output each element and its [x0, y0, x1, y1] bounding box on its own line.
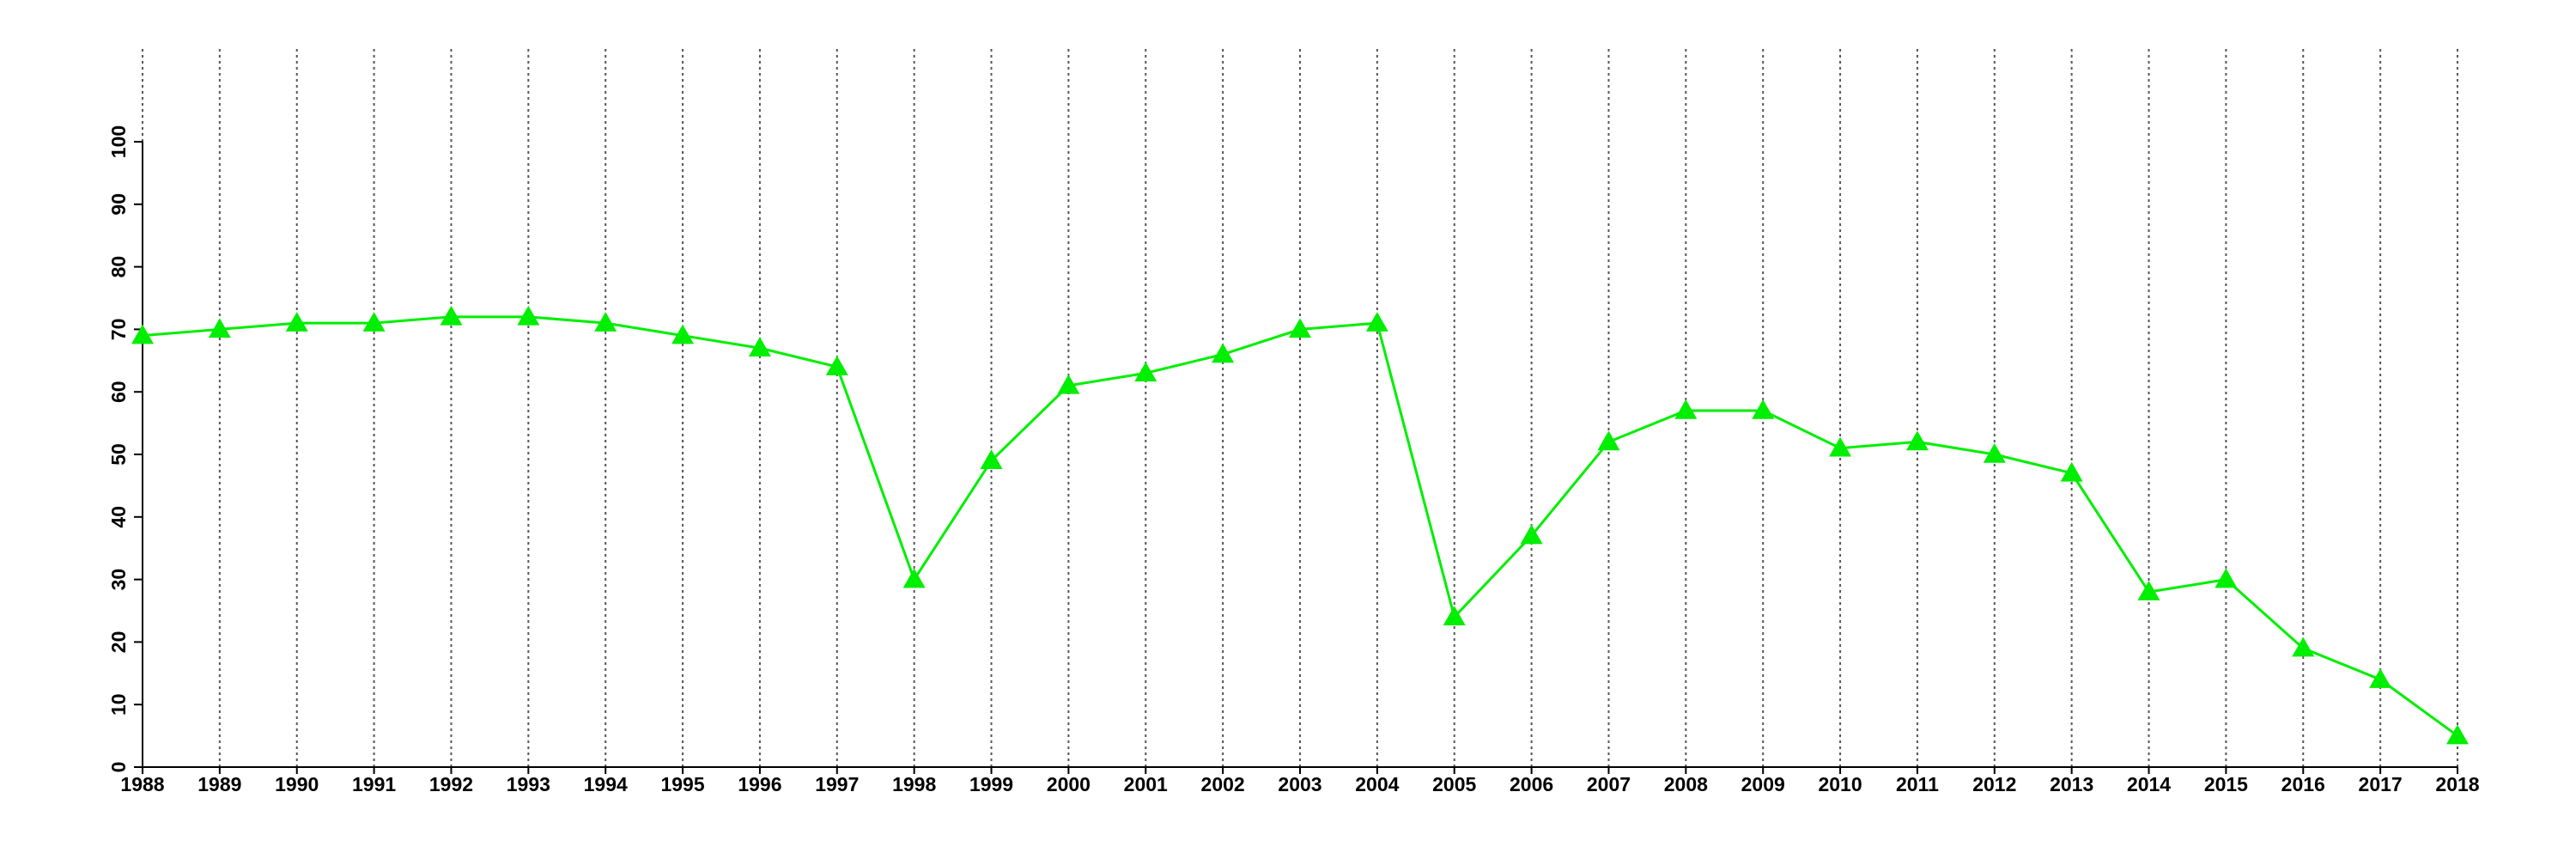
x-tick-label: 2013	[2050, 773, 2093, 795]
marker	[285, 312, 308, 332]
x-tick-label: 2016	[2281, 773, 2325, 795]
y-tick-label: 10	[107, 693, 130, 716]
x-tick-label: 2005	[1432, 773, 1476, 795]
x-tick-label: 2007	[1587, 773, 1631, 795]
y-tick-label: 60	[107, 381, 130, 403]
marker	[2060, 461, 2083, 482]
marker	[1520, 524, 1543, 545]
marker	[362, 312, 386, 332]
marker	[1289, 318, 1311, 338]
x-tick-label: 2011	[1896, 773, 1939, 795]
marker	[594, 312, 617, 332]
marker	[2137, 581, 2160, 600]
marker	[902, 568, 926, 588]
marker	[1057, 374, 1080, 394]
y-tick-label: 100	[107, 125, 130, 158]
x-tick-label: 1988	[120, 773, 164, 795]
x-tick-label: 2017	[2359, 773, 2403, 795]
x-tick-label: 2008	[1664, 773, 1708, 795]
marker	[208, 318, 231, 338]
x-tick-label: 2004	[1355, 773, 1399, 795]
x-tick-label: 1998	[892, 773, 936, 795]
x-tick-label: 1994	[584, 773, 628, 795]
x-tick-label: 1992	[429, 773, 473, 795]
y-tick-label: 80	[107, 256, 130, 278]
y-tick-label: 0	[107, 762, 130, 773]
y-tick-label: 40	[107, 506, 130, 528]
y-tick-label: 20	[107, 631, 130, 654]
x-tick-label: 1993	[507, 773, 550, 795]
marker	[1443, 606, 1466, 626]
x-tick-label: 1995	[660, 773, 704, 795]
x-tick-label: 2009	[1741, 773, 1785, 795]
x-tick-label: 2015	[2204, 773, 2248, 795]
x-tick-label: 1989	[197, 773, 241, 795]
marker	[440, 305, 463, 326]
marker	[748, 337, 771, 356]
marker	[2369, 668, 2392, 688]
marker	[1829, 436, 1852, 457]
marker	[825, 356, 848, 375]
marker	[1212, 343, 1235, 363]
marker	[1674, 399, 1698, 419]
x-tick-label: 2001	[1124, 773, 1168, 795]
y-tick-label: 30	[107, 569, 130, 591]
marker	[2446, 724, 2469, 745]
y-tick-label: 70	[107, 319, 130, 341]
marker	[517, 305, 540, 326]
x-tick-label: 1996	[738, 773, 781, 795]
x-tick-label: 2003	[1278, 773, 1321, 795]
x-tick-label: 2014	[2127, 773, 2171, 795]
x-tick-label: 2002	[1201, 773, 1245, 795]
marker	[1905, 430, 1929, 451]
marker	[671, 324, 695, 344]
x-tick-label: 1990	[275, 773, 319, 795]
marker	[2215, 568, 2238, 588]
y-tick-label: 50	[107, 443, 130, 466]
x-tick-label: 2010	[1818, 773, 1862, 795]
marker	[980, 449, 1003, 470]
x-tick-label: 1997	[815, 773, 859, 795]
marker	[1365, 312, 1388, 332]
marker	[2292, 637, 2315, 657]
x-tick-label: 2018	[2435, 773, 2479, 795]
marker	[1597, 430, 1620, 451]
marker	[1134, 362, 1157, 382]
marker	[131, 324, 154, 344]
y-tick-label: 90	[107, 193, 130, 216]
marker	[1983, 443, 2006, 463]
x-tick-label: 2012	[1972, 773, 2016, 795]
x-tick-label: 2000	[1047, 773, 1091, 795]
x-tick-label: 1999	[969, 773, 1013, 795]
marker	[1752, 399, 1775, 419]
x-tick-label: 1991	[352, 773, 396, 795]
x-tick-label: 2006	[1510, 773, 1553, 795]
